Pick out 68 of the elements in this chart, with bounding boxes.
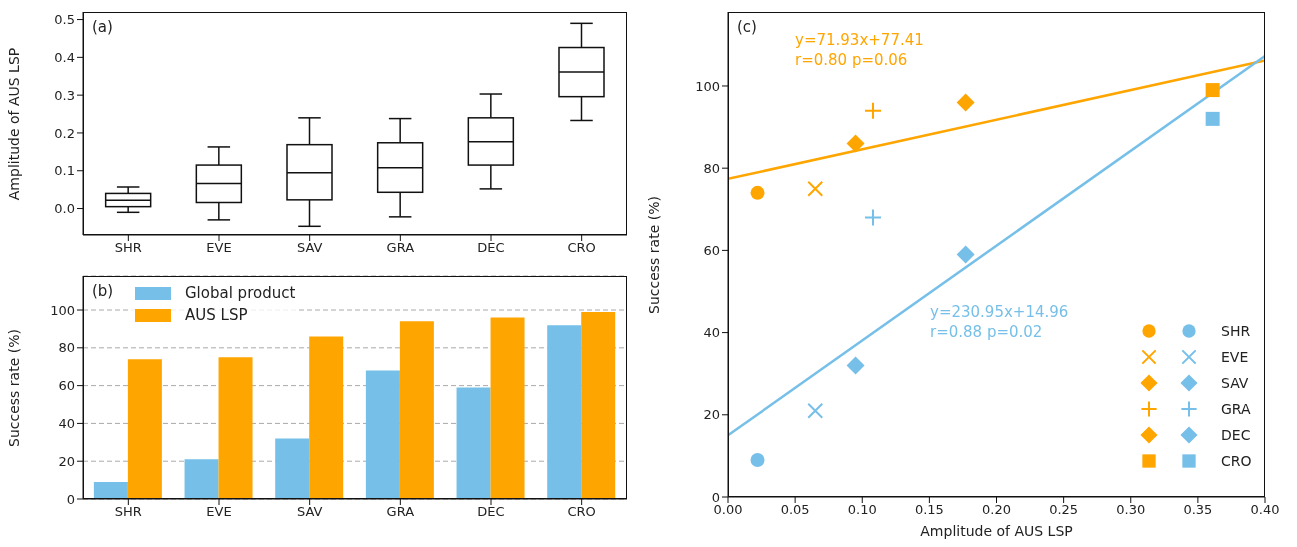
x-tick-label: CRO [567, 504, 596, 520]
legend-label: AUS LSP [185, 306, 248, 324]
x-tick-label: GRA [386, 240, 415, 256]
y-tick-label: 80 [58, 340, 75, 356]
chart-title: (a) [92, 18, 113, 36]
x-tick-label: GRA [386, 504, 415, 520]
x-tick-label: 0.20 [982, 502, 1011, 518]
bar [184, 459, 219, 499]
bar [365, 370, 400, 499]
y-axis-title: Success rate (%) [6, 328, 22, 447]
bar [547, 325, 582, 499]
y-tick-label: 20 [703, 407, 720, 423]
legend-label: EVE [1221, 349, 1249, 365]
y-tick-label: 0.5 [54, 12, 75, 28]
x-tick-label: 0.35 [1183, 502, 1213, 518]
x-tick-label: 0.15 [914, 502, 944, 518]
x-tick-label: EVE [206, 504, 232, 520]
bar [93, 481, 128, 499]
x-tick-label: 0.05 [780, 502, 810, 518]
y-tick-label: 40 [703, 325, 720, 341]
chart-title: (b) [92, 282, 114, 300]
bar [127, 359, 162, 499]
bar [456, 387, 491, 499]
x-tick-label: SHR [114, 504, 142, 520]
y-tick-label: 100 [695, 78, 720, 94]
x-tick-label: 0.40 [1250, 502, 1280, 518]
bar [490, 317, 525, 499]
y-tick-label: 60 [703, 243, 720, 258]
legend-label: CRO [1221, 453, 1252, 469]
annotation: y=71.93x+77.41 r=0.80 p=0.06 [795, 30, 924, 70]
text: (c) [737, 18, 757, 36]
y-tick-label: 0.3 [54, 87, 75, 103]
x-tick-label: EVE [206, 240, 232, 256]
bar [218, 357, 253, 499]
y-tick-label: 20 [58, 453, 75, 469]
y-tick-label: 60 [58, 378, 75, 394]
x-tick-label: DEC [477, 504, 505, 520]
x-tick-label: SAV [296, 504, 323, 520]
x-tick-label: 0.30 [1116, 502, 1146, 518]
y-tick-label: 0 [66, 491, 75, 507]
x-tick-label: CRO [567, 240, 596, 256]
x-tick-label: 0.00 [713, 502, 743, 518]
y-tick-label: 80 [703, 160, 720, 176]
y-axis-title: Amplitude of AUS LSP [6, 47, 22, 200]
y-tick-label: 0.1 [54, 163, 75, 179]
x-tick-label: DEC [477, 240, 505, 256]
x-axis-title: Amplitude of AUS LSP [920, 523, 1073, 539]
y-tick-label: 0 [711, 489, 720, 505]
legend-label: SAV [1221, 375, 1249, 391]
y-tick-label: 0.4 [54, 49, 75, 65]
bar [399, 321, 434, 499]
legend-label: DEC [1221, 427, 1251, 443]
x-tick-label: SHR [114, 240, 142, 256]
y-tick-label: 100 [50, 302, 75, 318]
y-axis-title: Success rate (%) [646, 195, 662, 314]
annotation: y=230.95x+14.96 r=0.88 p=0.02 [930, 302, 1069, 342]
legend-label: GRA [1221, 401, 1252, 417]
legend-label: SHR [1221, 323, 1251, 339]
bar [275, 438, 310, 499]
y-tick-label: 0.2 [54, 125, 75, 141]
y-tick-label: 0.0 [54, 201, 75, 217]
legend-label: Global product [185, 284, 296, 302]
bar [581, 311, 616, 499]
y-tick-label: 40 [58, 416, 75, 432]
x-tick-label: 0.10 [847, 502, 877, 518]
x-tick-label: SAV [296, 240, 323, 256]
x-tick-label: 0.25 [1049, 502, 1079, 518]
bar [309, 336, 344, 499]
